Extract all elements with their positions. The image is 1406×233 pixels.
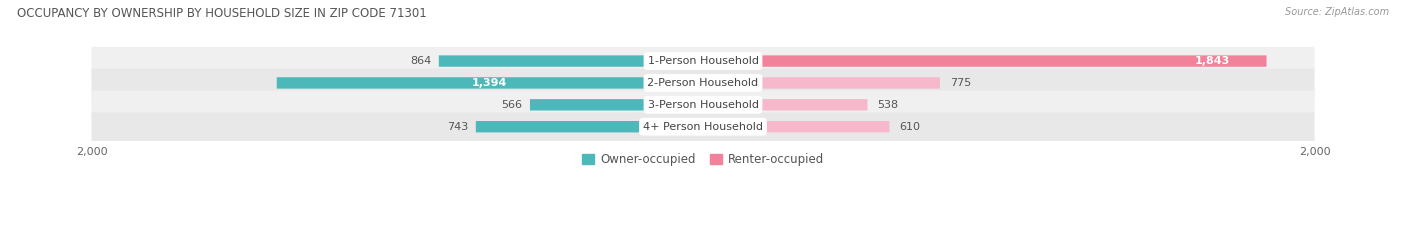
FancyBboxPatch shape xyxy=(439,55,703,67)
FancyBboxPatch shape xyxy=(475,121,703,132)
Text: 743: 743 xyxy=(447,122,468,132)
Text: OCCUPANCY BY OWNERSHIP BY HOUSEHOLD SIZE IN ZIP CODE 71301: OCCUPANCY BY OWNERSHIP BY HOUSEHOLD SIZE… xyxy=(17,7,426,20)
FancyBboxPatch shape xyxy=(703,55,1267,67)
FancyBboxPatch shape xyxy=(530,99,703,110)
Text: 4+ Person Household: 4+ Person Household xyxy=(643,122,763,132)
Text: 2-Person Household: 2-Person Household xyxy=(647,78,759,88)
FancyBboxPatch shape xyxy=(91,113,1315,141)
Text: 1-Person Household: 1-Person Household xyxy=(648,56,758,66)
Text: 610: 610 xyxy=(900,122,921,132)
Text: Source: ZipAtlas.com: Source: ZipAtlas.com xyxy=(1285,7,1389,17)
Text: 775: 775 xyxy=(950,78,972,88)
Text: 3-Person Household: 3-Person Household xyxy=(648,100,758,110)
Text: 1,394: 1,394 xyxy=(472,78,508,88)
Text: 864: 864 xyxy=(411,56,432,66)
Legend: Owner-occupied, Renter-occupied: Owner-occupied, Renter-occupied xyxy=(578,148,828,171)
FancyBboxPatch shape xyxy=(91,91,1315,119)
FancyBboxPatch shape xyxy=(277,77,703,89)
FancyBboxPatch shape xyxy=(91,47,1315,75)
FancyBboxPatch shape xyxy=(703,77,941,89)
Text: 566: 566 xyxy=(502,100,523,110)
Text: 1,843: 1,843 xyxy=(1195,56,1230,66)
Text: 538: 538 xyxy=(877,100,898,110)
FancyBboxPatch shape xyxy=(703,121,890,132)
FancyBboxPatch shape xyxy=(91,69,1315,97)
FancyBboxPatch shape xyxy=(703,99,868,110)
